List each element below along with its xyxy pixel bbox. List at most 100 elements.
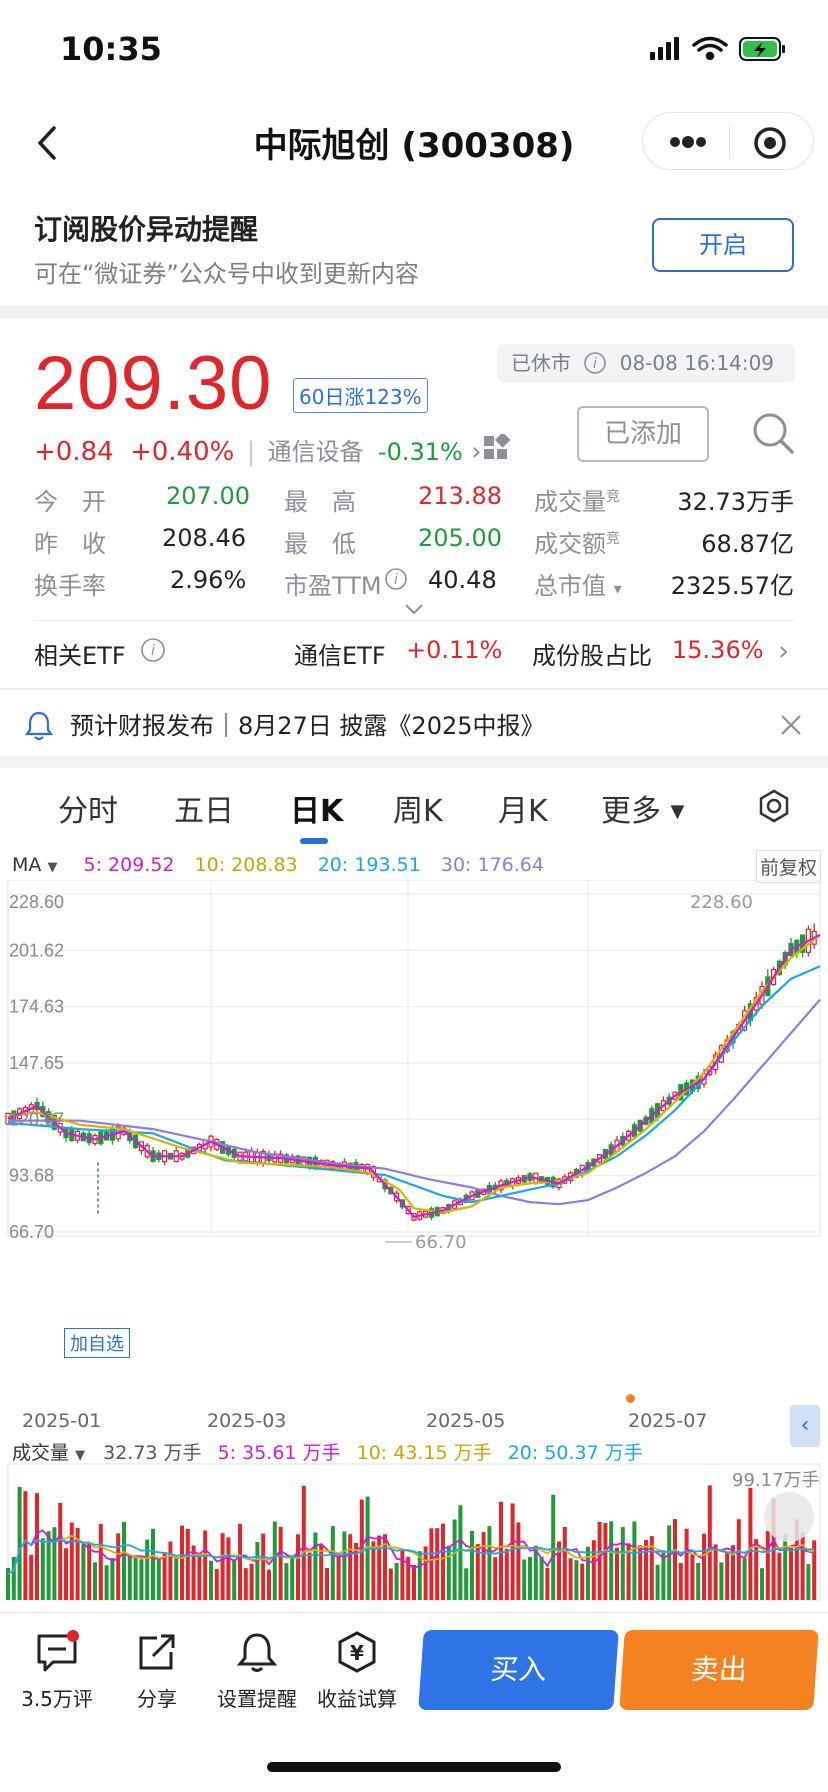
volume-bar <box>400 1548 405 1600</box>
ma10-value: 10: 208.83 <box>194 854 298 876</box>
volume-bar <box>354 1542 358 1600</box>
close-icon[interactable] <box>780 714 802 736</box>
close-target-icon[interactable] <box>753 126 787 160</box>
etf-chevron-icon[interactable]: › <box>778 634 790 667</box>
ma20-line <box>7 965 821 1204</box>
volume-max-label: 99.17万手 <box>732 1470 820 1491</box>
volume-bar <box>133 1557 138 1600</box>
volume-bar <box>748 1487 753 1600</box>
bell-icon <box>236 1633 278 1672</box>
sector-name[interactable]: 通信设备 <box>267 438 364 466</box>
sell-button[interactable]: 卖出 <box>619 1630 819 1710</box>
volume-bar <box>707 1485 712 1600</box>
more-dots-icon[interactable] <box>663 130 713 154</box>
min-price-label: 66.70 <box>415 1232 467 1253</box>
etf-name: 通信ETF <box>294 642 386 670</box>
page-title: 中际旭创 (300308) <box>253 126 575 166</box>
volume-bar <box>6 1567 10 1600</box>
share-button[interactable]: 分享 <box>107 1614 207 1712</box>
max-price-label: 228.60 <box>690 892 753 913</box>
search-icon[interactable] <box>750 410 796 456</box>
profit-calc-button[interactable]: ¥ 收益试算 <box>307 1614 407 1712</box>
volume-bar <box>238 1523 242 1600</box>
added-watchlist-button[interactable]: 已添加 <box>577 406 709 462</box>
volume-bar <box>499 1501 503 1600</box>
volume-bar <box>388 1568 393 1600</box>
tab-5day[interactable]: 五日 <box>174 794 234 829</box>
comments-button[interactable]: 3.5万评 <box>7 1614 107 1712</box>
turnover-value: 2.96% <box>170 566 247 594</box>
volume-bar <box>644 1539 648 1600</box>
subscribe-desc: 可在“微证券”公众号中收到更新内容 <box>34 260 419 288</box>
back-chevron-icon[interactable] <box>30 118 66 168</box>
mini-program-capsule <box>642 112 814 170</box>
stats-row-1: 今 开 207.00 最 高 213.88 成交量竞 32.73万手 <box>34 482 794 522</box>
mcap-value: 2325.57亿 <box>670 572 794 600</box>
volume-selector[interactable]: 成交量 ▼ <box>12 1442 86 1464</box>
add-pick-marker[interactable]: 加自选 <box>64 1328 130 1358</box>
volume-bar <box>412 1565 416 1600</box>
volume-bar <box>290 1555 295 1600</box>
collapse-chevron-icon[interactable]: ‹ <box>790 1405 820 1447</box>
volume-bar <box>301 1485 306 1600</box>
volume-bar <box>359 1499 364 1600</box>
volume-bar <box>197 1553 202 1600</box>
y-tick-label: 93.68 <box>9 1166 54 1186</box>
ma30-value: 30: 176.64 <box>440 854 544 876</box>
subscribe-title: 订阅股价异动提醒 <box>34 213 259 246</box>
high-value: 213.88 <box>418 482 502 510</box>
volume-bar <box>574 1560 579 1600</box>
set-alert-button[interactable]: 设置提醒 <box>207 1614 307 1712</box>
sector-change-pct[interactable]: -0.31% <box>377 438 463 466</box>
volume-bar <box>325 1567 329 1600</box>
tab-monthly-k[interactable]: 月K <box>498 794 548 829</box>
volume-bar <box>493 1557 498 1600</box>
sector-chevron-icon[interactable]: › <box>471 437 482 467</box>
volume-bar <box>690 1554 695 1600</box>
volume-bar <box>591 1540 596 1600</box>
volume-bar <box>615 1547 619 1600</box>
volume-bar <box>29 1554 34 1600</box>
expand-chevron-icon[interactable] <box>403 602 425 616</box>
share-icon <box>139 1634 175 1670</box>
tab-daily-k[interactable]: 日K <box>290 794 344 829</box>
volume-bar <box>580 1563 585 1600</box>
volume-bar <box>307 1552 312 1600</box>
earnings-notice[interactable]: 预计财报发布｜8月27日 披露《2025中报》 <box>70 712 545 740</box>
tab-intraday[interactable]: 分时 <box>58 794 118 829</box>
market-status: 已休市 i 08-08 16:14:09 <box>497 344 795 382</box>
settings-gear-icon[interactable] <box>756 788 792 824</box>
volume-bar <box>620 1527 625 1600</box>
etf-info-icon[interactable]: i <box>140 637 166 663</box>
volume-bar <box>406 1556 411 1600</box>
volume-bar <box>330 1526 335 1600</box>
cellular-signal-icon <box>650 37 679 60</box>
low-label: 最 低 <box>284 530 356 558</box>
fullscreen-button[interactable] <box>764 1492 814 1542</box>
svg-text:¥: ¥ <box>350 1641 364 1665</box>
vol-label: 成交量竞 <box>534 488 620 516</box>
adjust-button[interactable]: 前复权 <box>756 850 822 883</box>
volume-chart[interactable] <box>0 1462 828 1602</box>
grid-apps-icon[interactable] <box>482 434 510 462</box>
svg-text:i: i <box>151 643 155 659</box>
pe-info-icon[interactable]: i <box>384 567 408 591</box>
volume-bar <box>609 1521 614 1600</box>
tab-more[interactable]: 更多 ▼ <box>601 794 685 829</box>
y-axis-labels: 228.60 201.62 174.63 147.65 120.67 93.68 66.70… <box>9 892 753 1253</box>
tab-weekly-k[interactable]: 周K <box>393 794 443 829</box>
price-change-pct: +0.40% <box>129 437 235 467</box>
subscribe-open-button[interactable]: 开启 <box>652 218 794 272</box>
kline-chart[interactable]: 228.60 201.62 174.63 147.65 120.67 93.68 66.70… <box>0 880 828 1410</box>
x-tick: 2025-05 <box>426 1410 506 1432</box>
y-tick-label: 66.70 <box>9 1222 54 1242</box>
volume-bar <box>214 1569 219 1600</box>
change-60d-badge[interactable]: 60日涨123% <box>293 378 428 413</box>
ma-selector[interactable]: MA ▼ <box>12 854 58 876</box>
buy-button[interactable]: 买入 <box>418 1630 619 1710</box>
event-dot[interactable] <box>626 1394 635 1403</box>
info-icon[interactable]: i <box>583 351 607 375</box>
volume-bar <box>603 1523 608 1600</box>
volume-bar <box>58 1502 63 1600</box>
candlesticks <box>5 923 817 1222</box>
